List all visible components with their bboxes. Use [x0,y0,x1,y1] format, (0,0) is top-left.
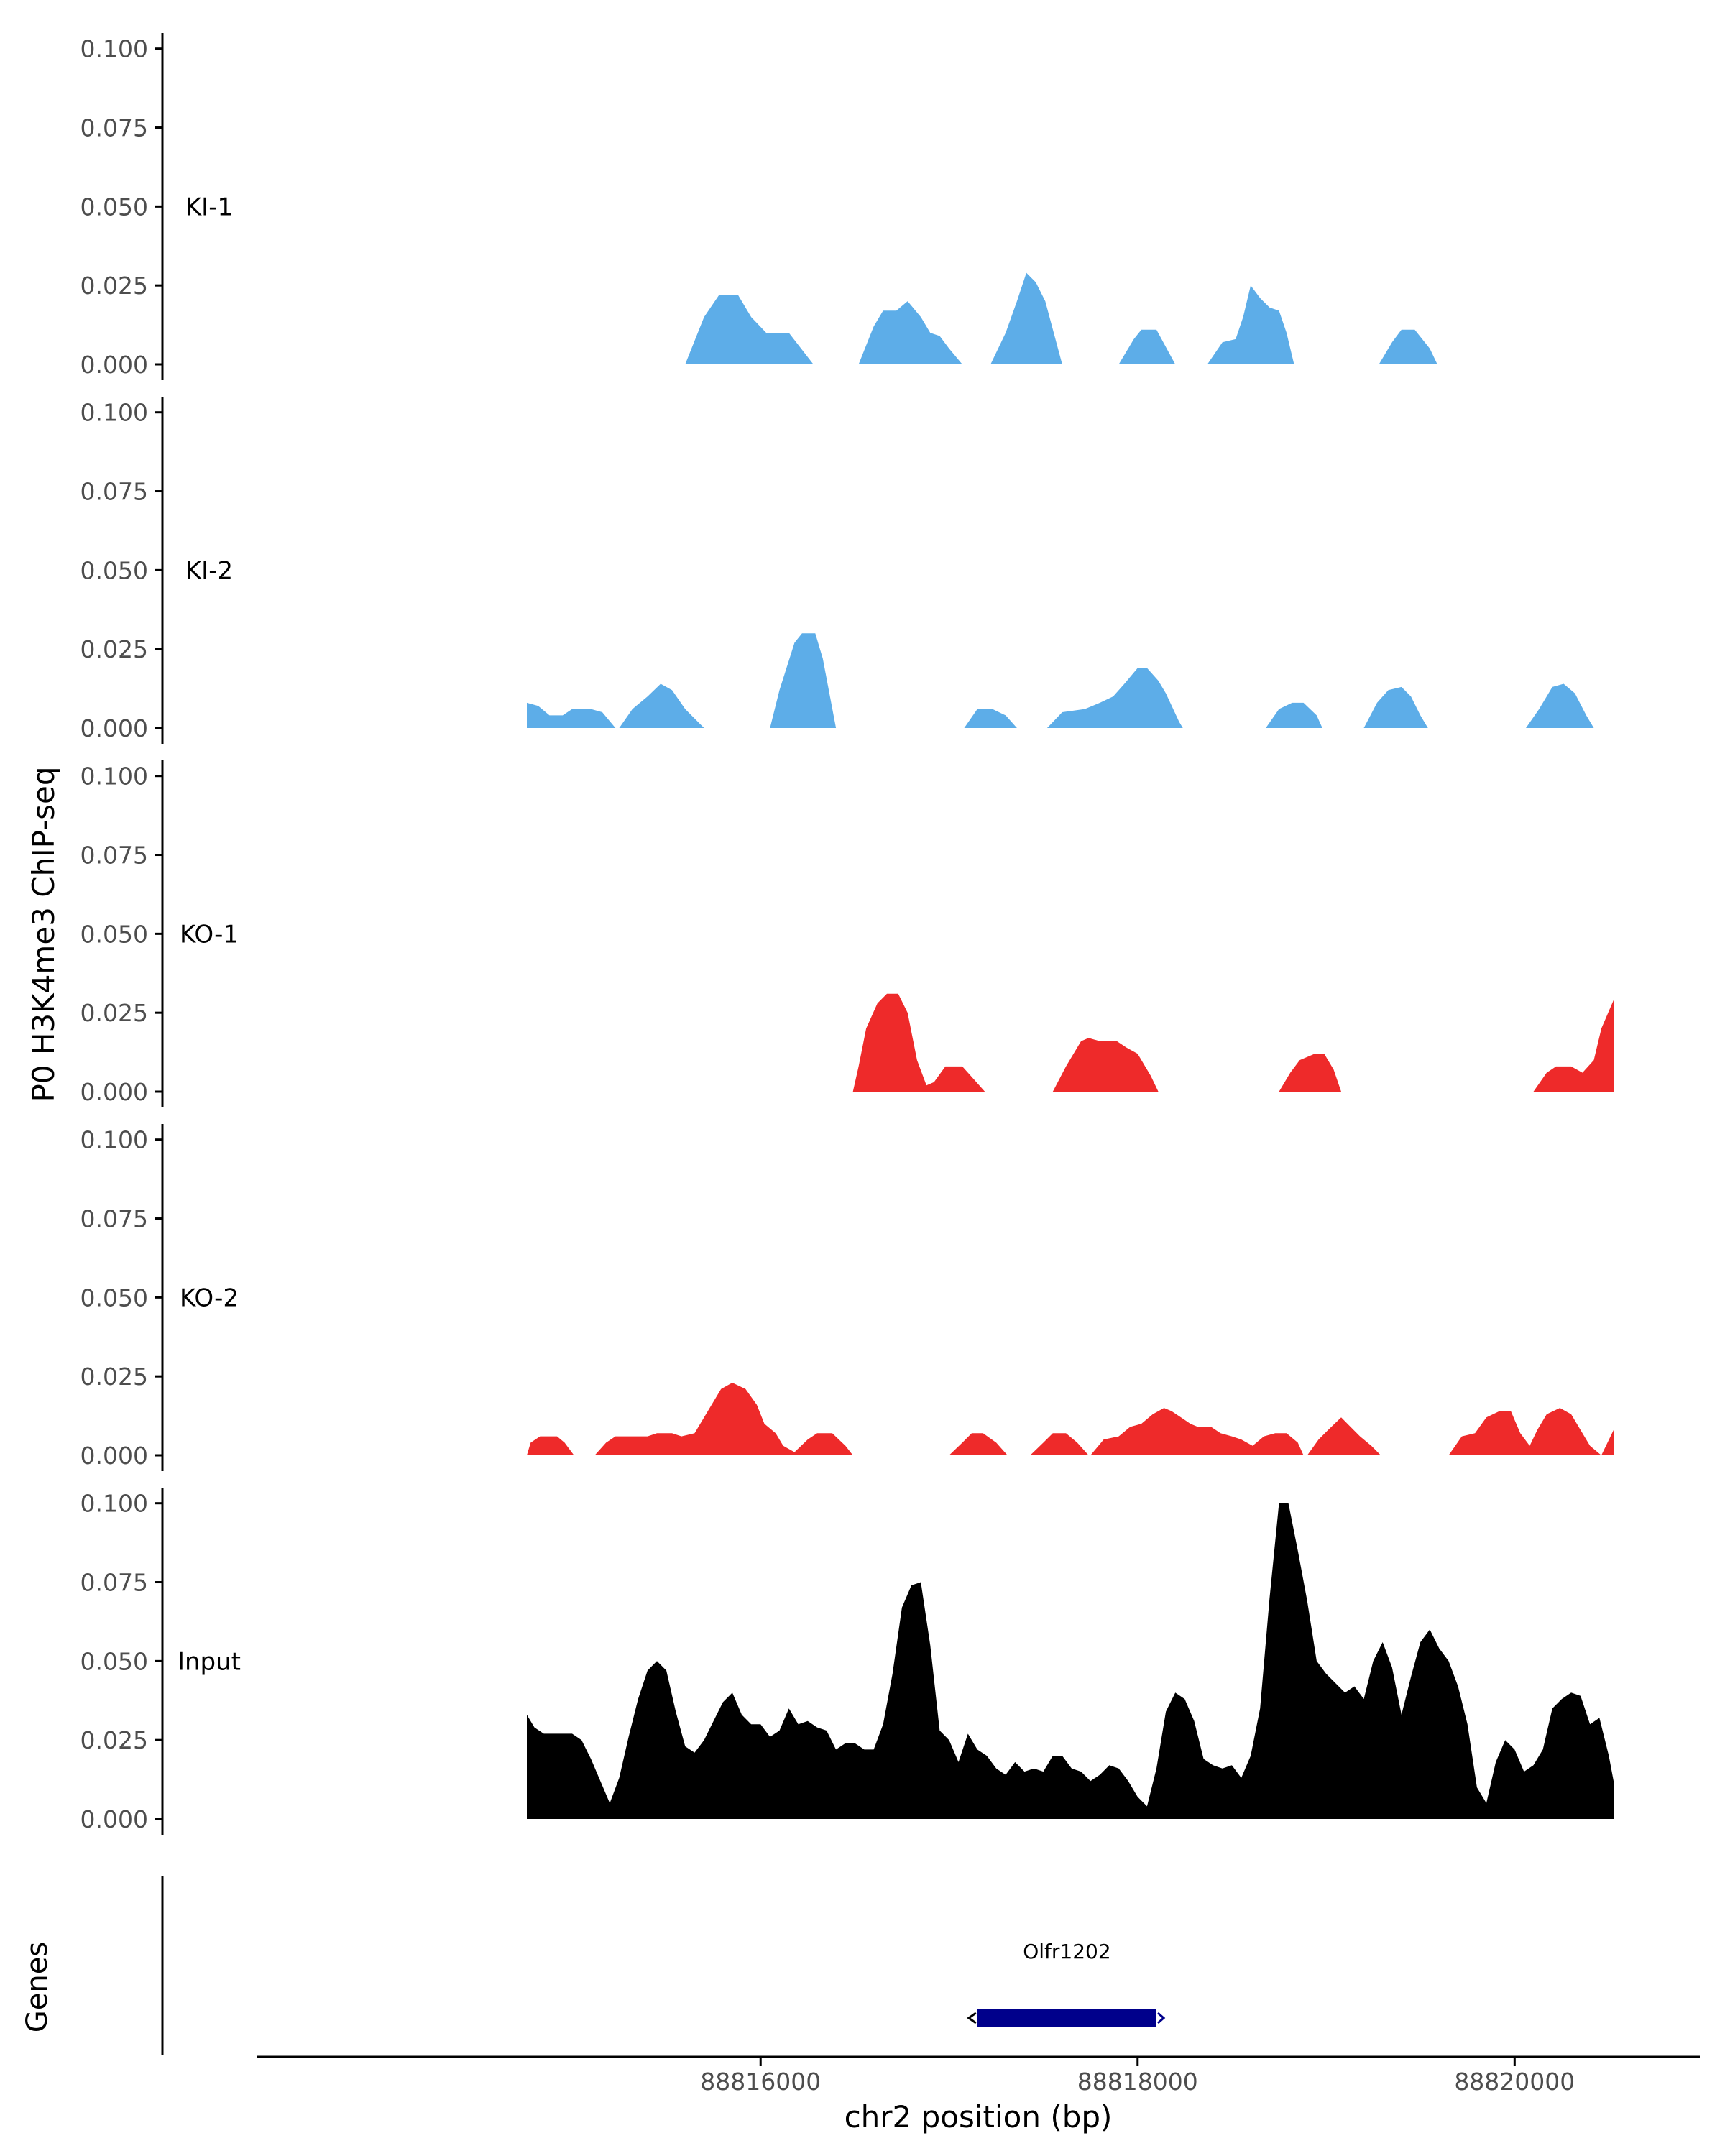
signal-area-ko-2-4 [1090,1408,1381,1455]
track-label: KI-1 [185,193,233,221]
y-tick-label: 0.075 [80,114,148,142]
signal-area-input-0 [527,1503,1614,1819]
y-tick-label: 0.050 [80,556,148,584]
signal-area-ko-1-1 [1052,1038,1159,1092]
track-ki-2: 0.000 0.025 0.050 0.075 0.100 KI-2 [80,397,1594,744]
signal-area-ko-2-3 [1030,1433,1089,1455]
x-tick-label: 88820000 [1454,2068,1575,2096]
y-axis-title: P0 H3K4me3 ChIP-seq [26,766,61,1102]
y-tick-label: 0.000 [80,1442,148,1470]
signal-area-ki-1-2 [990,272,1062,364]
genes-label: Genes [21,1942,54,2032]
signal-area-ko-1-2 [1279,1054,1341,1092]
gene-name-label: Olfr1202 [1023,1940,1110,1963]
track-label: KI-2 [185,556,233,585]
gene-body [977,2009,1156,2027]
signal-area-ko-1-0 [852,993,985,1092]
signal-area-ki-1-5 [1379,329,1438,364]
x-tick-label: 88818000 [1077,2068,1198,2096]
y-tick-label: 0.100 [80,1126,148,1154]
track-label: Input [178,1647,241,1676]
y-tick-label: 0.075 [80,478,148,506]
signal-area-ko-2-0 [527,1436,574,1455]
signal-area-ko-2-6 [1601,1429,1614,1455]
signal-area-ki-1-3 [1118,329,1176,364]
tracks-layer: 0.0000.0250.0500.0750.100KI-10.0000.0250… [80,33,1614,1835]
y-tick-label: 0.025 [80,999,148,1027]
y-tick-label: 0.100 [80,399,148,427]
signal-area-ki-1-1 [858,301,962,364]
genes-panel: Genes Olfr1202 [21,1876,1166,2055]
track-label: KO-2 [180,1284,239,1312]
signal-area-ki-2-0 [527,702,616,728]
y-tick-label: 0.050 [80,1284,148,1312]
x-axis: chr2 position (bp) 88816000 88818000 88820… [257,2055,1700,2134]
y-tick-label: 0.100 [80,35,148,63]
track-ko-2: 0.000 0.025 0.050 0.075 0.100 KO-2 [80,1124,1614,1471]
y-tick-label: 0.000 [80,1805,148,1833]
signal-area-ki-1-0 [685,295,814,364]
y-tick-label: 0.050 [80,1647,148,1675]
gene-olfr1202: Olfr1202 [967,1940,1166,2027]
track-input: 0.000 0.025 0.050 0.075 0.100 Input [80,1488,1614,1835]
y-tick-label: 0.025 [80,272,148,300]
signal-area-ko-2-1 [594,1383,853,1455]
y-tick-label: 0.100 [80,763,148,791]
track-ki-1: 0.000 0.025 0.050 0.075 0.100 KI-1 [80,33,1438,380]
y-tick-label: 0.075 [80,842,148,870]
y-tick-label: 0.050 [80,920,148,948]
y-tick-label: 0.100 [80,1490,148,1518]
signal-area-ki-2-6 [1363,686,1428,728]
signal-area-ki-1-4 [1207,285,1294,364]
signal-area-ki-2-2 [770,633,837,728]
track-label: KO-1 [180,920,239,949]
signal-area-ko-2-2 [949,1433,1008,1455]
track-ko-1: 0.000 0.025 0.050 0.075 0.100 KO-1 [80,760,1614,1107]
y-tick-label: 0.000 [80,1078,148,1106]
signal-area-ki-2-1 [619,683,704,728]
signal-area-ko-2-5 [1448,1408,1601,1455]
x-tick-label: 88816000 [700,2068,821,2096]
signal-area-ki-2-5 [1266,702,1322,728]
strand-arrow-icon [1157,2012,1166,2024]
signal-area-ki-2-7 [1526,683,1594,728]
y-tick-label: 0.050 [80,193,148,221]
x-axis-title: chr2 position (bp) [845,2099,1113,2134]
strand-arrow-icon [967,2012,977,2024]
y-tick-label: 0.000 [80,351,148,379]
signal-area-ki-2-4 [1046,668,1183,728]
y-tick-label: 0.075 [80,1569,148,1597]
y-tick-label: 0.025 [80,1363,148,1391]
y-tick-label: 0.025 [80,635,148,663]
signal-area-ko-1-3 [1533,1000,1614,1092]
y-tick-label: 0.025 [80,1726,148,1754]
signal-area-ki-2-3 [964,709,1017,728]
y-tick-label: 0.000 [80,714,148,742]
y-tick-label: 0.075 [80,1205,148,1233]
